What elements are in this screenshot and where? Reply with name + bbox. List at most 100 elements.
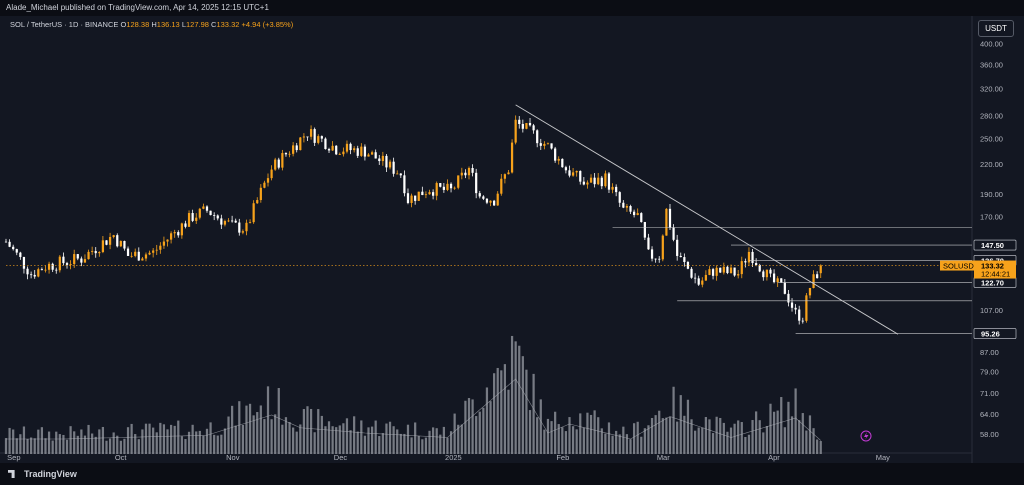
volume-bar: [148, 423, 151, 454]
volume-bar: [159, 422, 162, 454]
candle-down: [123, 241, 126, 249]
volume-bar: [277, 388, 280, 454]
volume-bar: [762, 432, 765, 454]
descending-trendline[interactable]: [515, 104, 899, 335]
volume-bar: [108, 438, 112, 454]
volume-bar: [4, 438, 8, 454]
candle-down: [12, 246, 15, 250]
volume-bar: [202, 435, 205, 454]
candle-down: [80, 258, 83, 263]
candle-up: [446, 183, 449, 190]
candle-down: [205, 206, 209, 211]
volume-bar: [482, 407, 485, 454]
volume-bar: [51, 440, 54, 454]
volume-bar: [58, 434, 61, 454]
volume-bar: [640, 436, 643, 454]
candle-down: [137, 251, 140, 261]
volume-bar: [270, 419, 273, 454]
price-level-badge: [973, 328, 1017, 339]
footer-brand: TradingView: [24, 469, 77, 479]
candle-down: [76, 254, 79, 259]
volume-bar: [650, 417, 654, 454]
volume-bar: [683, 415, 686, 454]
volume-bar: [26, 438, 29, 454]
candle-down: [277, 159, 280, 168]
candle-down: [518, 119, 521, 124]
volume-bar: [342, 423, 345, 454]
volume-bar: [44, 438, 47, 454]
current-price-label: 133.32: [981, 262, 1004, 271]
volume-bar: [550, 421, 553, 454]
candle-down: [719, 267, 722, 273]
candle-up: [353, 148, 356, 151]
volume-bar: [632, 423, 636, 454]
candle-up: [299, 137, 302, 151]
volume-bar: [503, 364, 507, 454]
lightning-icon[interactable]: [860, 430, 872, 442]
volume-bar: [708, 419, 711, 454]
candle-up: [367, 154, 370, 157]
volume-bar: [679, 395, 682, 454]
candle-down: [65, 263, 69, 265]
volume-bar: [510, 335, 514, 454]
volume-bar: [539, 399, 542, 454]
volume-bar: [751, 420, 754, 454]
volume-bar: [794, 388, 797, 454]
volume-bar: [672, 386, 675, 454]
candle-up: [370, 152, 374, 155]
currency-button[interactable]: USDT: [978, 20, 1014, 37]
candle-down: [801, 320, 804, 322]
tradingview-logo[interactable]: TradingView: [8, 469, 77, 479]
candle-up: [345, 143, 349, 152]
candle-up: [223, 221, 227, 225]
candle-down: [213, 215, 216, 216]
volume-bar: [475, 416, 478, 454]
candle-down: [335, 145, 338, 155]
candle-down: [209, 210, 212, 216]
volume-bar: [327, 421, 331, 454]
volume-bar: [62, 434, 65, 454]
candle-up: [37, 269, 40, 277]
candle-down: [15, 249, 18, 253]
candle-up: [597, 177, 600, 185]
low-label: L: [181, 20, 186, 29]
candle-down: [385, 155, 388, 168]
chart-area[interactable]: 400.00 360.00 320.00 280.00 250.00 220.00 190.…: [0, 16, 1024, 463]
candle-up: [557, 158, 560, 161]
candle-up: [457, 175, 460, 188]
candle-up: [227, 220, 230, 222]
price-axis-tick: 220.00: [980, 160, 1003, 169]
volume-bar: [22, 426, 26, 454]
candle-down: [711, 269, 715, 276]
volume-bar: [248, 403, 252, 454]
current-price-badge: [974, 260, 1016, 279]
candle-up: [701, 280, 704, 285]
candle-up: [144, 254, 148, 259]
price-chart-svg[interactable]: 400.00 360.00 320.00 280.00 250.00 220.00 190.…: [0, 16, 1024, 463]
candle-up: [503, 174, 507, 179]
candle-down: [676, 239, 679, 256]
candle-down: [482, 196, 485, 199]
volume-bar: [500, 370, 503, 454]
price-axis-tick: 280.00: [980, 111, 1003, 120]
candle-down: [116, 235, 119, 247]
volume-bar: [209, 422, 212, 454]
volume-bar: [711, 433, 715, 454]
candle-down: [780, 278, 783, 283]
candle-up: [722, 266, 725, 273]
volume-bar: [507, 389, 510, 454]
volume-bar: [665, 417, 668, 454]
volume-bar: [769, 403, 772, 454]
candle-down: [772, 273, 776, 283]
volume-bar: [288, 422, 291, 454]
candle-down: [4, 241, 8, 243]
candle-up: [740, 261, 743, 275]
volume-bar: [252, 415, 255, 454]
time-axis-tick: May: [876, 453, 890, 462]
candle-down: [216, 215, 219, 219]
candle-down: [607, 173, 611, 190]
candle-up: [245, 222, 248, 232]
candle-down: [8, 241, 11, 247]
candle-up: [83, 259, 87, 263]
candle-up: [98, 252, 101, 254]
